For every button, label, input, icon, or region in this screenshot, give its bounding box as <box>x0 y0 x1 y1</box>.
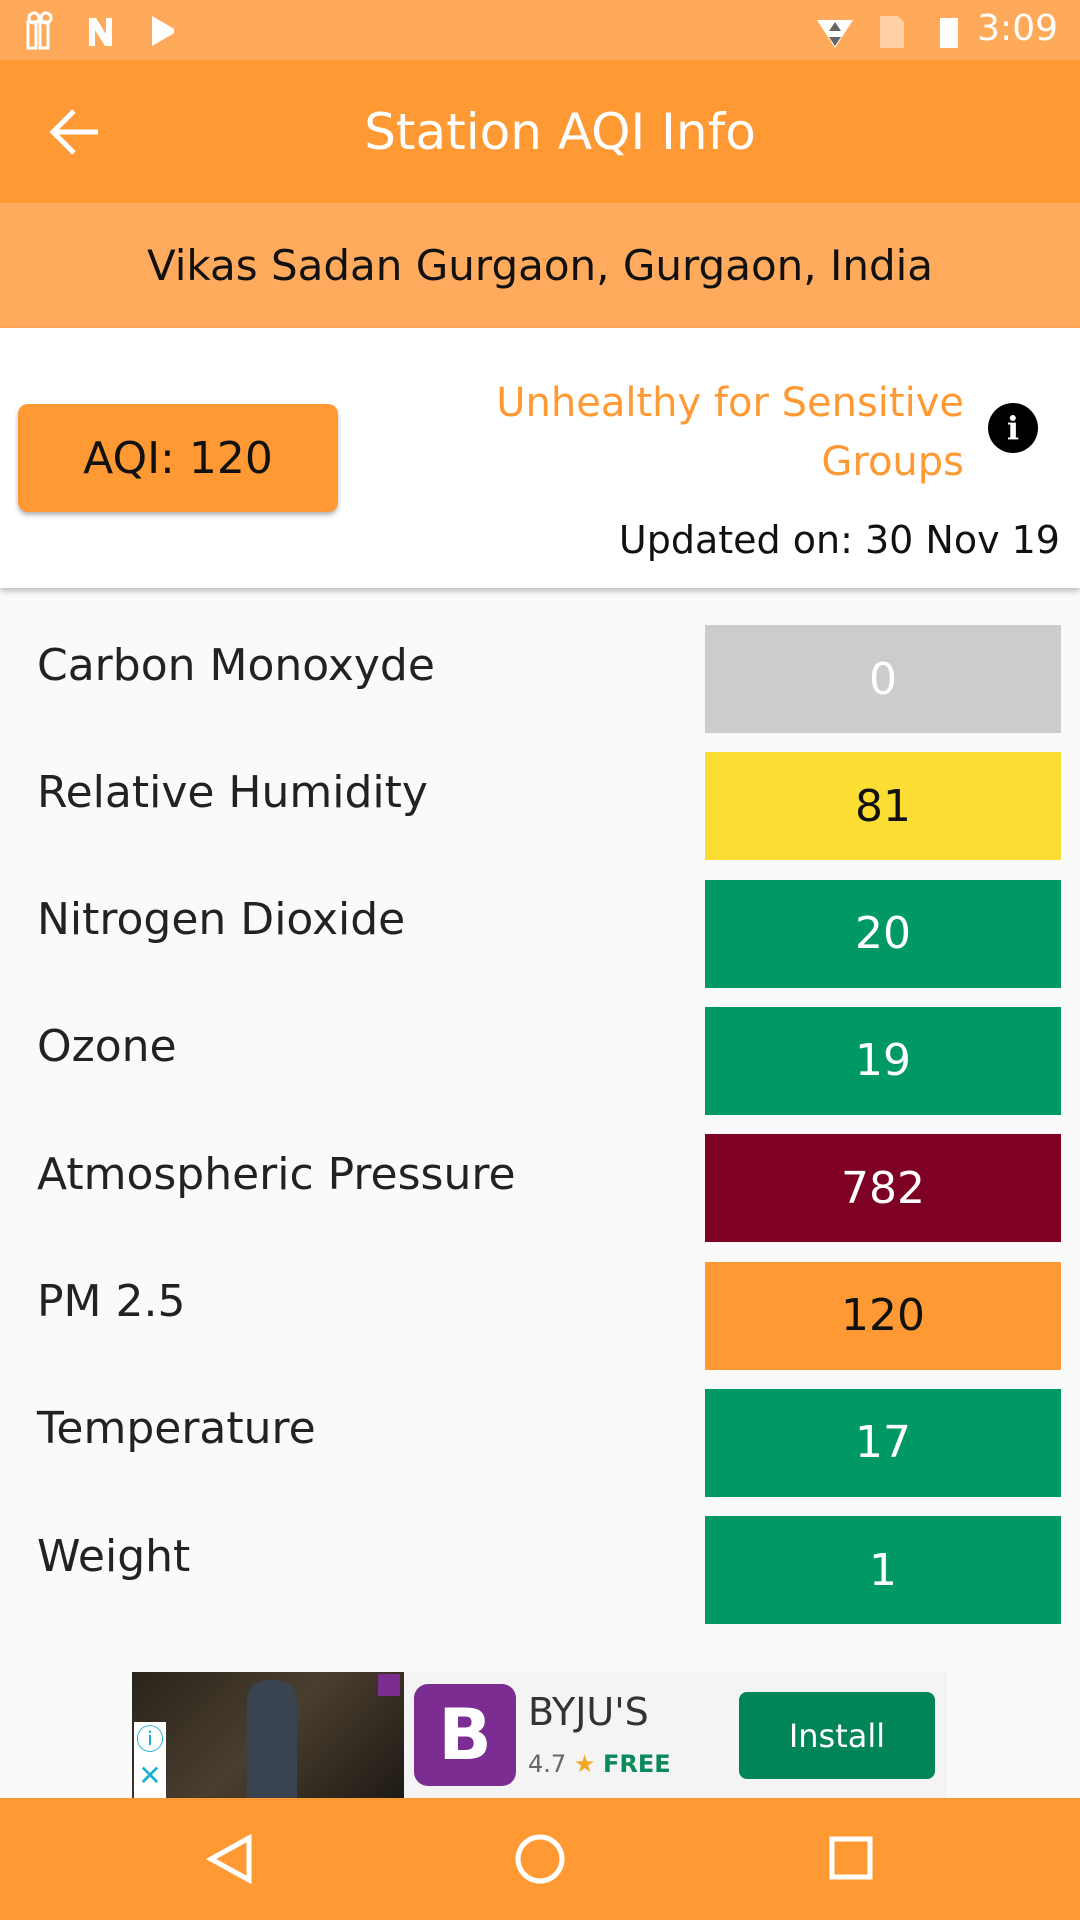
back-nav-icon[interactable] <box>205 1834 255 1884</box>
reading-label: Carbon Monoxyde <box>37 639 435 691</box>
notification-icons <box>26 11 174 50</box>
reading-label: Weight <box>37 1530 191 1582</box>
ad-rating: 4.7 ★ FREE <box>528 1750 671 1778</box>
reading-value: 0 <box>705 625 1061 733</box>
arrow-left-icon[interactable] <box>48 105 102 159</box>
reading-label: Ozone <box>37 1021 177 1073</box>
reading-label: Relative Humidity <box>37 766 428 818</box>
byjus-app-logo: B <box>414 1684 516 1786</box>
ad-banner[interactable]: ⓘ ✕ B BYJU'S 4.7 ★ FREE Install <box>132 1672 947 1798</box>
install-button[interactable]: Install <box>739 1692 935 1779</box>
home-nav-icon[interactable] <box>513 1832 567 1886</box>
reading-label: PM 2.5 <box>37 1276 186 1327</box>
reading-value: 1 <box>705 1516 1061 1625</box>
reading-value: 81 <box>705 752 1061 861</box>
reading-value: 19 <box>705 1006 1061 1115</box>
info-icon[interactable]: i <box>988 403 1038 453</box>
reading-label: Temperature <box>37 1403 316 1455</box>
system-icons <box>817 16 958 48</box>
status-bar: 3:09 <box>0 0 1080 60</box>
page-title: Station AQI Info <box>364 102 756 161</box>
reading-row: Temperature 17 <box>0 1388 1080 1497</box>
byjus-small-logo <box>378 1674 400 1696</box>
reading-label: Atmospheric Pressure <box>37 1148 516 1200</box>
reading-row: PM 2.5 120 <box>0 1261 1080 1370</box>
ad-video-thumbnail[interactable]: ⓘ ✕ <box>132 1672 404 1798</box>
station-location: Vikas Sadan Gurgaon, Gurgaon, India <box>0 203 1080 328</box>
aqi-category: Unhealthy for Sensitive Groups <box>496 380 964 485</box>
reading-value: 120 <box>705 1261 1061 1370</box>
reading-row: Ozone 19 <box>0 1006 1080 1115</box>
updated-on: Updated on: 30 Nov 19 <box>618 518 1060 562</box>
recents-nav-icon[interactable] <box>828 1835 874 1881</box>
reading-value: 782 <box>705 1134 1061 1243</box>
clock: 3:09 <box>977 8 1058 49</box>
reading-value: 17 <box>705 1388 1061 1497</box>
toolbar: Station AQI Info <box>0 60 1080 203</box>
reading-row: Weight 1 <box>0 1516 1080 1625</box>
reading-row: Relative Humidity 81 <box>0 752 1080 861</box>
aqi-badge[interactable]: AQI: 120 <box>18 404 338 512</box>
rating-value: 4.7 <box>528 1750 567 1778</box>
reading-value: 20 <box>705 879 1061 988</box>
reading-row: Atmospheric Pressure 782 <box>0 1134 1080 1243</box>
reading-label: Nitrogen Dioxide <box>37 894 406 946</box>
navigation-bar <box>0 1798 1080 1920</box>
ad-choices-icons[interactable]: ⓘ ✕ <box>134 1722 166 1798</box>
reading-row: Nitrogen Dioxide 20 <box>0 879 1080 988</box>
ad-price: FREE <box>602 1750 671 1778</box>
reading-row: Carbon Monoxyde 0 <box>0 625 1080 733</box>
aqi-summary-card: AQI: 120 Unhealthy for Sensitive Groups … <box>0 328 1080 588</box>
ad-app-name: BYJU'S <box>528 1690 649 1734</box>
presenter-image <box>247 1680 297 1798</box>
star-icon: ★ <box>573 1750 596 1778</box>
